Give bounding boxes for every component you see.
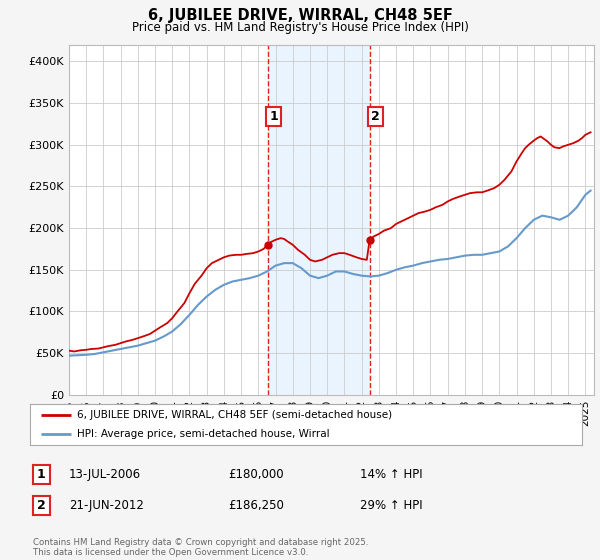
Text: 21-JUN-2012: 21-JUN-2012 xyxy=(69,498,144,512)
Text: 2: 2 xyxy=(371,110,380,123)
Text: Contains HM Land Registry data © Crown copyright and database right 2025.
This d: Contains HM Land Registry data © Crown c… xyxy=(33,538,368,557)
Bar xyxy=(268,45,370,395)
Text: 1: 1 xyxy=(269,110,278,123)
Text: 14% ↑ HPI: 14% ↑ HPI xyxy=(360,468,422,481)
Text: £186,250: £186,250 xyxy=(228,498,284,512)
Text: Price paid vs. HM Land Registry's House Price Index (HPI): Price paid vs. HM Land Registry's House … xyxy=(131,21,469,34)
Text: HPI: Average price, semi-detached house, Wirral: HPI: Average price, semi-detached house,… xyxy=(77,429,329,438)
Text: 6, JUBILEE DRIVE, WIRRAL, CH48 5EF (semi-detached house): 6, JUBILEE DRIVE, WIRRAL, CH48 5EF (semi… xyxy=(77,409,392,419)
Text: 13-JUL-2006: 13-JUL-2006 xyxy=(69,468,141,481)
Text: 6, JUBILEE DRIVE, WIRRAL, CH48 5EF: 6, JUBILEE DRIVE, WIRRAL, CH48 5EF xyxy=(148,8,452,24)
Text: £180,000: £180,000 xyxy=(228,468,284,481)
Text: 29% ↑ HPI: 29% ↑ HPI xyxy=(360,498,422,512)
Text: 1: 1 xyxy=(37,468,46,482)
Text: 2: 2 xyxy=(37,499,46,512)
